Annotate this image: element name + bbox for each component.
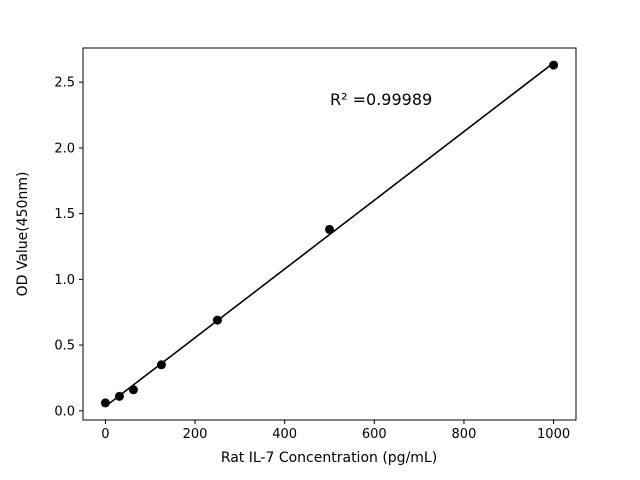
y-tick-label: 0.0: [54, 404, 75, 419]
y-tick-label: 0.5: [54, 339, 75, 354]
y-tick-label: 1.0: [54, 273, 75, 288]
y-axis-label: OD Value(450nm): [15, 172, 31, 297]
y-tick-label: 2.0: [54, 141, 75, 156]
plot-layer: 0 200 400 600 800 1000 0.0 0.5 1.0 1.5 2.0 2.5: [54, 47, 577, 442]
data-point: [128, 385, 138, 395]
data-point: [212, 315, 222, 325]
y-tick-label: 1.5: [54, 207, 75, 222]
axes-box: [82, 47, 577, 421]
data-point: [325, 224, 334, 234]
x-tick-label: 0: [101, 427, 109, 442]
x-tick-label: 200: [183, 427, 208, 442]
data-point: [549, 60, 559, 70]
x-tick-label: 1000: [537, 427, 570, 442]
data-point: [156, 360, 166, 370]
x-tick-label: 400: [272, 427, 297, 442]
fit-line: [104, 62, 555, 408]
data-point: [100, 398, 110, 408]
data-point: [114, 391, 124, 401]
y-tick-label: 2.5: [54, 76, 75, 91]
x-axis-label: Rat IL-7 Concentration (pg/mL): [221, 450, 437, 466]
x-tick-label: 600: [362, 427, 387, 442]
r-squared-annotation: R² =0.99989: [330, 90, 432, 109]
x-tick-label: 800: [452, 427, 477, 442]
